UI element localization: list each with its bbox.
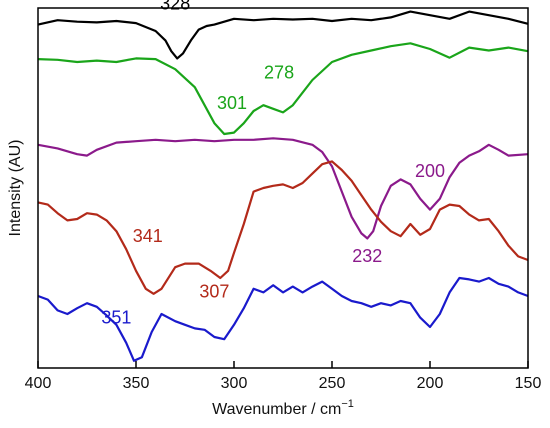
x-axis: 400 350 300 250 200 150 xyxy=(25,361,542,392)
peak-annotation: 200 xyxy=(415,161,445,181)
series-line-1 xyxy=(37,10,529,60)
x-tick-label: 300 xyxy=(221,375,248,392)
plot-frame xyxy=(37,7,529,369)
series-line-3 xyxy=(37,137,529,240)
peak-annotation: 307 xyxy=(199,281,229,301)
peak-annotation: 328 xyxy=(160,0,190,13)
x-axis-title-superscript: −1 xyxy=(341,398,354,410)
x-axis-title: Wavenumber / cm−1 xyxy=(212,398,354,418)
x-tick-label: 400 xyxy=(25,375,52,392)
series-line-2 xyxy=(37,42,529,136)
annotations-layer: 328 301 278 200 232 341 307 351 xyxy=(101,0,445,327)
peak-annotation: 278 xyxy=(264,63,294,83)
peak-annotation: 341 xyxy=(133,226,163,246)
x-tick-label: 350 xyxy=(123,375,150,392)
y-axis-title: Intensity (AU) xyxy=(7,140,24,237)
peak-annotation: 351 xyxy=(101,307,131,327)
x-tick-label: 250 xyxy=(319,375,346,392)
peak-annotation: 232 xyxy=(352,246,382,266)
series-layer xyxy=(37,10,529,362)
x-tick-label: 150 xyxy=(515,375,542,392)
x-tick-label: 200 xyxy=(417,375,444,392)
series-line-5 xyxy=(37,276,529,362)
peak-annotation: 301 xyxy=(217,93,247,113)
series-line-4 xyxy=(37,160,529,295)
x-axis-title-text: Wavenumber / cm xyxy=(212,401,341,418)
